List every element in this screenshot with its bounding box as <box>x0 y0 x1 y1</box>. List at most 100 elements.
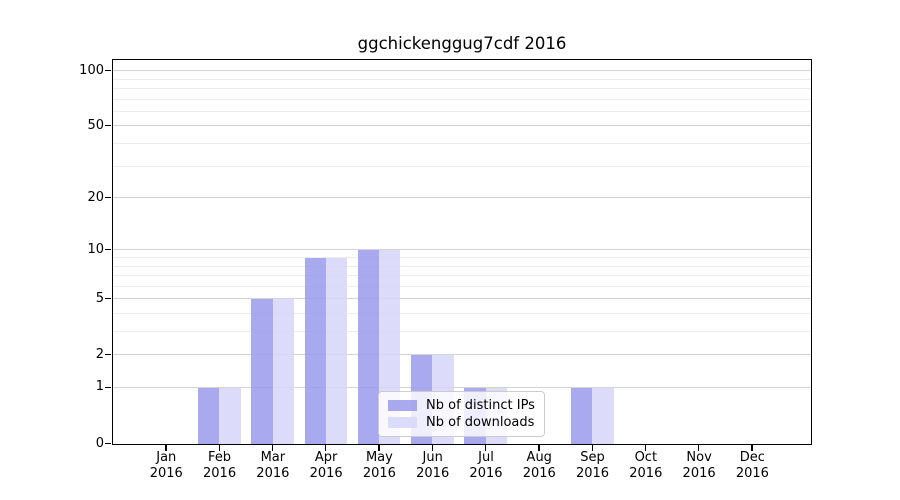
x-tick-month: Apr <box>314 450 338 465</box>
bar-distinct-ips-mar <box>251 299 273 444</box>
x-tick-label: May 2016 <box>363 450 396 482</box>
y-tick-label: 10 <box>87 241 104 257</box>
bar-distinct-ips-feb <box>197 387 220 444</box>
bar-downloads-feb <box>219 387 241 444</box>
gridline-minor <box>112 98 812 100</box>
x-tick-label: Aug 2016 <box>523 450 556 482</box>
gridline-major <box>112 249 812 251</box>
x-tick-year: 2016 <box>522 466 556 481</box>
x-tick-month: Jan <box>156 450 177 465</box>
x-tick-month: Mar <box>260 450 286 465</box>
x-tick-label: Dec 2016 <box>736 450 769 482</box>
legend-item-downloads: Nb of downloads <box>388 415 536 430</box>
y-tick-label: 2 <box>95 346 104 362</box>
gridline-minor <box>112 285 812 287</box>
gridline-major <box>112 354 812 356</box>
x-tick-label: Oct 2016 <box>629 450 662 482</box>
x-tick-label: Nov 2016 <box>683 450 716 482</box>
x-tick-year: 2016 <box>309 466 343 481</box>
x-tick-year: 2016 <box>203 466 237 481</box>
x-tick-mark <box>698 445 700 452</box>
x-tick-year: 2016 <box>362 466 396 481</box>
x-tick-month: Sep <box>580 450 605 465</box>
x-tick-label: Feb 2016 <box>203 450 236 482</box>
x-tick-year: 2016 <box>735 466 769 481</box>
x-tick-month: May <box>365 450 393 465</box>
y-tick-mark <box>105 69 112 71</box>
x-tick-mark <box>751 445 753 452</box>
bar-downloads-apr <box>325 257 348 444</box>
x-tick-month: Jul <box>478 450 494 465</box>
bar-distinct-ips-sep <box>570 387 593 444</box>
x-tick-mark <box>378 445 380 452</box>
gridline-major <box>112 298 812 300</box>
x-tick-mark <box>538 445 540 452</box>
x-tick-month: Nov <box>686 450 712 465</box>
x-tick-label: Mar 2016 <box>256 450 289 482</box>
legend-label-distinct-ips: Nb of distinct IPs <box>426 398 535 413</box>
y-tick-label: 5 <box>95 290 104 306</box>
legend-item-distinct-ips: Nb of distinct IPs <box>388 398 536 413</box>
gridline-major <box>112 387 812 389</box>
x-tick-month: Feb <box>208 450 232 465</box>
gridline-major <box>112 125 812 127</box>
x-tick-month: Oct <box>634 450 658 465</box>
y-tick-mark <box>105 124 112 127</box>
gridline-minor <box>112 165 812 167</box>
y-tick-label: 100 <box>79 62 104 78</box>
x-tick-year: 2016 <box>575 466 610 481</box>
legend-swatch-distinct-ips <box>388 400 417 411</box>
x-tick-month: Jun <box>422 450 443 465</box>
bar-downloads-mar <box>272 299 294 444</box>
y-tick-mark <box>105 386 112 388</box>
x-tick-year: 2016 <box>416 466 450 481</box>
gridline-major <box>112 70 812 72</box>
y-tick-mark <box>105 248 112 251</box>
gridline-minor <box>112 88 812 90</box>
x-tick-mark <box>644 445 647 452</box>
chart-title: ggchickenggug7cdf 2016 <box>357 34 567 53</box>
x-tick-month: Dec <box>739 450 765 465</box>
x-tick-label: Jun 2016 <box>416 450 449 482</box>
y-tick-label: 50 <box>87 117 104 133</box>
x-tick-year: 2016 <box>682 466 716 481</box>
x-tick-mark <box>271 445 274 452</box>
bar-downloads-sep <box>592 387 614 444</box>
x-tick-label: Jul 2016 <box>469 450 502 482</box>
x-tick-year: 2016 <box>149 466 183 481</box>
y-tick-label: 20 <box>87 189 104 205</box>
x-tick-mark <box>431 445 434 452</box>
gridline-minor <box>112 143 812 145</box>
x-tick-label: Sep 2016 <box>576 450 609 482</box>
gridline-minor <box>112 257 812 259</box>
y-tick-mark <box>105 297 112 300</box>
x-tick-month: Aug <box>526 450 552 465</box>
gridline-minor <box>112 111 812 113</box>
x-tick-year: 2016 <box>256 466 290 481</box>
bar-distinct-ips-may <box>357 250 380 444</box>
y-tick-label: 1 <box>95 379 104 395</box>
x-tick-mark <box>591 445 593 452</box>
legend: Nb of distinct IPs Nb of downloads <box>378 391 545 437</box>
x-tick-year: 2016 <box>469 466 503 481</box>
gridline-minor <box>112 331 812 333</box>
gridline-minor <box>112 265 812 267</box>
x-tick-label: Jan 2016 <box>150 450 183 482</box>
x-tick-mark <box>325 445 327 452</box>
x-tick-mark <box>485 445 487 452</box>
legend-label-downloads: Nb of downloads <box>426 415 535 430</box>
gridline-minor <box>112 313 812 315</box>
legend-swatch-downloads <box>388 417 417 428</box>
x-tick-mark <box>165 445 167 452</box>
y-tick-label: 0 <box>95 435 104 451</box>
y-tick-mark <box>105 442 112 444</box>
gridline-minor <box>112 275 812 277</box>
gridline-major <box>112 197 812 199</box>
gridline-minor <box>112 78 812 80</box>
y-tick-mark <box>105 353 112 356</box>
x-tick-year: 2016 <box>629 466 663 481</box>
bar-distinct-ips-apr <box>304 257 326 444</box>
x-tick-mark <box>218 445 220 452</box>
y-tick-mark <box>105 196 112 198</box>
